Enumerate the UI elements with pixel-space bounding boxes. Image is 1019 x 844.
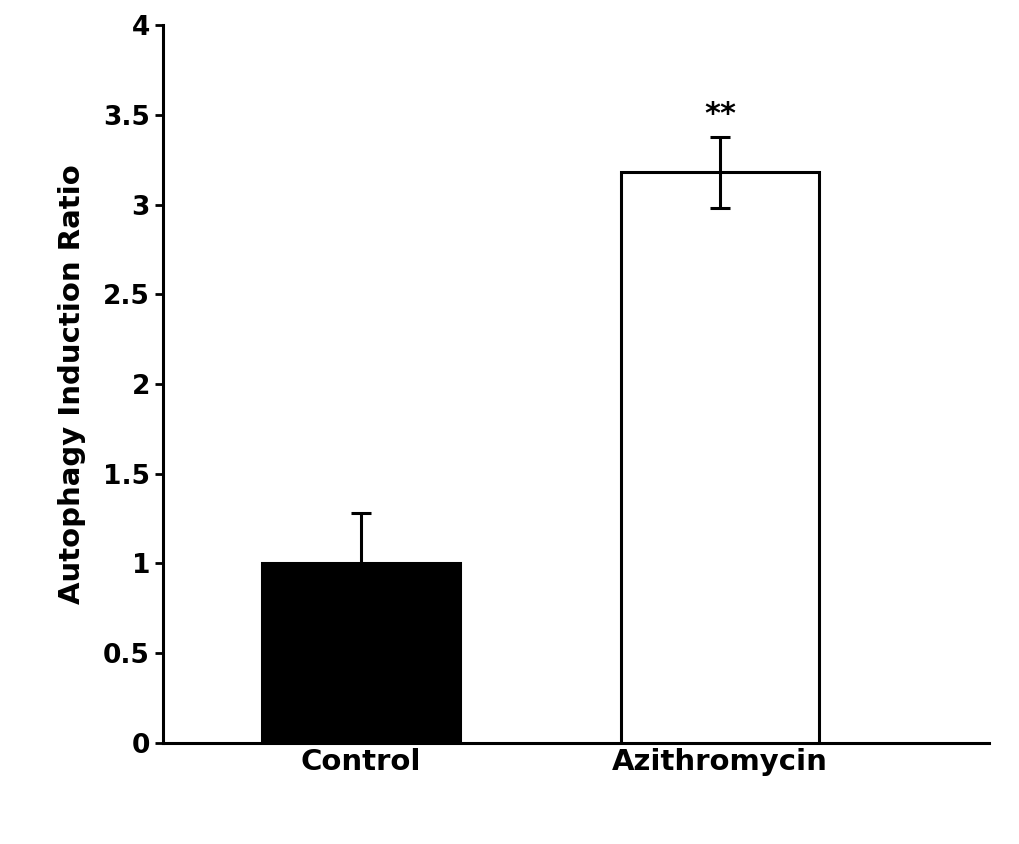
Y-axis label: Autophagy Induction Ratio: Autophagy Induction Ratio	[58, 164, 87, 604]
Text: **: **	[703, 100, 736, 129]
Bar	[262, 564, 460, 743]
Bar	[621, 172, 818, 743]
